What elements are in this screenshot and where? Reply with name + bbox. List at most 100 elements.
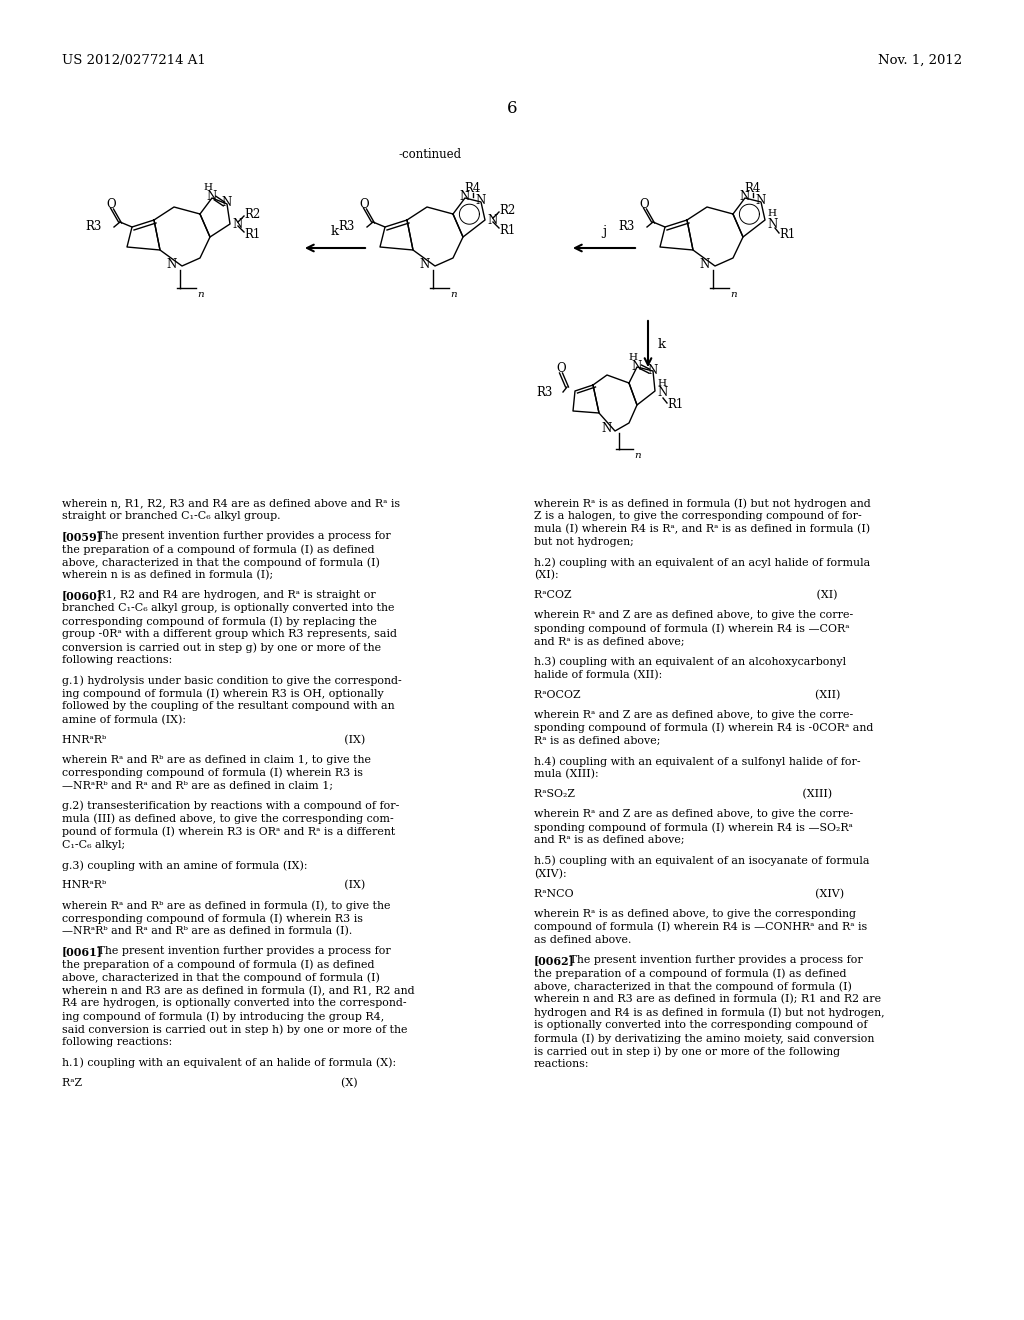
Text: N: N: [460, 190, 470, 203]
Text: mula (III) as defined above, to give the corresponding com-: mula (III) as defined above, to give the…: [62, 814, 394, 825]
Text: 6: 6: [507, 100, 517, 117]
Text: sponding compound of formula (I) wherein R4 is —SO₂Rᵃ: sponding compound of formula (I) wherein…: [534, 822, 853, 833]
Text: N: N: [602, 421, 612, 434]
Text: (XI):: (XI):: [534, 570, 559, 581]
Text: R4 are hydrogen, is optionally converted into the correspond-: R4 are hydrogen, is optionally converted…: [62, 998, 407, 1008]
Text: wherein Rᵃ is as defined above, to give the corresponding: wherein Rᵃ is as defined above, to give …: [534, 908, 856, 919]
Text: [0059]: [0059]: [62, 531, 102, 543]
Text: ing compound of formula (I) wherein R3 is OH, optionally: ing compound of formula (I) wherein R3 i…: [62, 689, 384, 700]
Text: above, characterized in that the compound of formula (I): above, characterized in that the compoun…: [62, 973, 380, 983]
Text: h.1) coupling with an equivalent of an halide of formula (X):: h.1) coupling with an equivalent of an h…: [62, 1057, 396, 1068]
Text: and Rᵃ is as defined above;: and Rᵃ is as defined above;: [534, 836, 684, 845]
Text: halide of formula (XII):: halide of formula (XII):: [534, 669, 663, 680]
Text: wherein Rᵃ and Z are as defined above, to give the corre-: wherein Rᵃ and Z are as defined above, t…: [534, 809, 853, 820]
Text: n: n: [197, 290, 204, 300]
Text: H: H: [204, 183, 213, 193]
Text: HNRᵃRᵇ                                                                    (IX): HNRᵃRᵇ (IX): [62, 880, 366, 891]
Text: is carried out in step i) by one or more of the following: is carried out in step i) by one or more…: [534, 1045, 840, 1056]
Text: g.2) transesterification by reactions with a compound of for-: g.2) transesterification by reactions wi…: [62, 801, 399, 812]
Text: ing compound of formula (I) by introducing the group R4,: ing compound of formula (I) by introduci…: [62, 1011, 384, 1022]
Text: R3: R3: [618, 220, 635, 234]
Text: HNRᵃRᵇ                                                                    (IX): HNRᵃRᵇ (IX): [62, 735, 366, 744]
Text: H: H: [767, 210, 776, 219]
Text: R2: R2: [499, 203, 515, 216]
Text: branched C₁-C₆ alkyl group, is optionally converted into the: branched C₁-C₆ alkyl group, is optionall…: [62, 603, 394, 614]
Text: wherein Rᵃ and Rᵇ are as defined in claim 1, to give the: wherein Rᵃ and Rᵇ are as defined in clai…: [62, 755, 371, 764]
Text: corresponding compound of formula (I) wherein R3 is: corresponding compound of formula (I) wh…: [62, 913, 362, 924]
Text: wherein Rᵃ and Z are as defined above, to give the corre-: wherein Rᵃ and Z are as defined above, t…: [534, 710, 853, 719]
Text: R2: R2: [244, 207, 260, 220]
Text: pound of formula (I) wherein R3 is ORᵃ and Rᵃ is a different: pound of formula (I) wherein R3 is ORᵃ a…: [62, 826, 395, 837]
Text: amine of formula (IX):: amine of formula (IX):: [62, 714, 186, 725]
Text: [0062]: [0062]: [534, 954, 574, 966]
Text: Rᵃ is as defined above;: Rᵃ is as defined above;: [534, 735, 660, 746]
Text: corresponding compound of formula (I) wherein R3 is: corresponding compound of formula (I) wh…: [62, 768, 362, 779]
Text: N: N: [476, 194, 486, 207]
Text: k: k: [658, 338, 667, 351]
Text: The present invention further provides a process for: The present invention further provides a…: [87, 531, 390, 541]
Text: as defined above.: as defined above.: [534, 935, 632, 945]
Text: followed by the coupling of the resultant compound with an: followed by the coupling of the resultan…: [62, 701, 394, 711]
Text: N: N: [487, 214, 498, 227]
Text: group -0Rᵃ with a different group which R3 represents, said: group -0Rᵃ with a different group which …: [62, 630, 397, 639]
Text: compound of formula (I) wherein R4 is —CONHRᵃ and Rᵃ is: compound of formula (I) wherein R4 is —C…: [534, 921, 867, 932]
Text: C₁-C₆ alkyl;: C₁-C₆ alkyl;: [62, 840, 125, 850]
Text: sponding compound of formula (I) wherein R4 is —CORᵃ: sponding compound of formula (I) wherein…: [534, 623, 850, 634]
Text: the preparation of a compound of formula (I) as defined: the preparation of a compound of formula…: [534, 968, 847, 978]
Text: h.4) coupling with an equivalent of a sulfonyl halide of for-: h.4) coupling with an equivalent of a su…: [534, 756, 860, 767]
Text: R3: R3: [86, 220, 102, 234]
Text: is optionally converted into the corresponding compound of: is optionally converted into the corresp…: [534, 1020, 867, 1030]
Text: said conversion is carried out in step h) by one or more of the: said conversion is carried out in step h…: [62, 1024, 408, 1035]
Text: wherein n, R1, R2, R3 and R4 are as defined above and Rᵃ is: wherein n, R1, R2, R3 and R4 are as defi…: [62, 498, 400, 508]
Text: —NRᵃRᵇ and Rᵃ and Rᵇ are as defined in claim 1;: —NRᵃRᵇ and Rᵃ and Rᵇ are as defined in c…: [62, 780, 333, 791]
Text: following reactions:: following reactions:: [62, 655, 172, 665]
Text: above, characterized in that the compound of formula (I): above, characterized in that the compoun…: [62, 557, 380, 568]
Text: above, characterized in that the compound of formula (I): above, characterized in that the compoun…: [534, 981, 852, 991]
Text: N: N: [207, 190, 217, 203]
Text: sponding compound of formula (I) wherein R4 is -0CORᵃ and: sponding compound of formula (I) wherein…: [534, 723, 873, 734]
Text: the preparation of a compound of formula (I) as defined: the preparation of a compound of formula…: [62, 544, 375, 554]
Text: n: n: [634, 451, 641, 459]
Text: hydrogen and R4 is as defined in formula (I) but not hydrogen,: hydrogen and R4 is as defined in formula…: [534, 1007, 885, 1018]
Text: O: O: [556, 362, 566, 375]
Text: R4: R4: [465, 181, 481, 194]
Text: N: N: [222, 197, 232, 210]
Text: N: N: [657, 387, 668, 400]
Text: [0061]: [0061]: [62, 946, 102, 957]
Text: RᵃNCO                                                                     (XIV): RᵃNCO (XIV): [534, 888, 844, 899]
Text: n: n: [730, 290, 736, 300]
Text: but not hydrogen;: but not hydrogen;: [534, 537, 634, 546]
Text: R4: R4: [744, 181, 761, 194]
Text: R1: R1: [779, 227, 796, 240]
Text: conversion is carried out in step g) by one or more of the: conversion is carried out in step g) by …: [62, 643, 381, 653]
Text: wherein n and R3 are as defined in formula (I); R1 and R2 are: wherein n and R3 are as defined in formu…: [534, 994, 881, 1005]
Text: N: N: [699, 257, 710, 271]
Text: RᵃSO₂Z                                                                 (XIII): RᵃSO₂Z (XIII): [534, 789, 833, 800]
Text: N: N: [420, 257, 430, 271]
Text: R3: R3: [339, 220, 355, 234]
Text: N: N: [648, 363, 658, 376]
Text: H: H: [629, 354, 638, 363]
Text: N: N: [232, 218, 243, 231]
Text: —NRᵃRᵇ and Rᵃ and Rᵇ are as defined in formula (I).: —NRᵃRᵇ and Rᵃ and Rᵇ are as defined in f…: [62, 927, 352, 937]
Text: N: N: [767, 218, 777, 231]
Text: R1: R1: [499, 223, 515, 236]
Text: O: O: [639, 198, 649, 210]
Text: [0060]: [0060]: [62, 590, 102, 602]
Text: wherein Rᵃ is as defined in formula (I) but not hydrogen and: wherein Rᵃ is as defined in formula (I) …: [534, 498, 870, 508]
Text: The present invention further provides a process for: The present invention further provides a…: [87, 946, 390, 957]
Text: n: n: [450, 290, 457, 300]
Text: H: H: [657, 379, 666, 388]
Text: the preparation of a compound of formula (I) as defined: the preparation of a compound of formula…: [62, 960, 375, 970]
Text: h.2) coupling with an equivalent of an acyl halide of formula: h.2) coupling with an equivalent of an a…: [534, 557, 870, 568]
Text: N: N: [167, 257, 177, 271]
Text: g.3) coupling with an amine of formula (IX):: g.3) coupling with an amine of formula (…: [62, 861, 307, 871]
Text: N: N: [632, 359, 642, 372]
Text: j: j: [602, 224, 606, 238]
Text: mula (XIII):: mula (XIII):: [534, 770, 599, 779]
Text: wherein n is as defined in formula (I);: wherein n is as defined in formula (I);: [62, 570, 273, 581]
Text: h.3) coupling with an equivalent of an alcohoxycarbonyl: h.3) coupling with an equivalent of an a…: [534, 656, 846, 667]
Text: straight or branched C₁-C₆ alkyl group.: straight or branched C₁-C₆ alkyl group.: [62, 511, 281, 521]
Text: The present invention further provides a process for: The present invention further provides a…: [559, 954, 862, 965]
Text: RᵃZ                                                                          (X): RᵃZ (X): [62, 1078, 357, 1088]
